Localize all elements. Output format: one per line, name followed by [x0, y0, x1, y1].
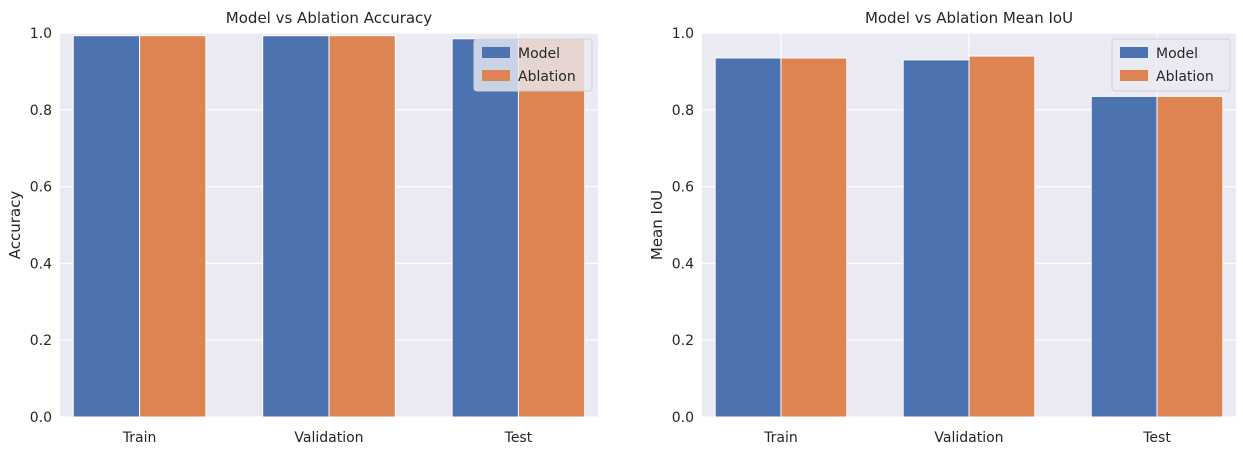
y-tick-label: 0.6 — [672, 180, 694, 196]
y-tick-label: 0.8 — [672, 103, 694, 119]
chart-panel-1: 0.0 0.2 0.4 0.6 0.8 1.0 Train Validation Test Mod… — [6, 9, 598, 446]
y-tick-label: 0.6 — [30, 180, 52, 196]
legend-swatch-ablation — [482, 70, 510, 81]
legend-label-ablation: Ablation — [1156, 69, 1214, 85]
bar-ablation-validation — [968, 55, 1036, 418]
x-tick-label: Train — [763, 430, 798, 446]
legend: Model Ablation — [1111, 38, 1231, 92]
bar-ablation-train — [780, 57, 848, 418]
x-tick-label: Test — [1142, 430, 1171, 446]
y-tick-label: 0.4 — [30, 256, 52, 272]
bar-ablation-train — [139, 35, 207, 418]
x-tick-label: Test — [504, 430, 533, 446]
y-tick-label: 0.8 — [30, 103, 52, 119]
bar-model-test — [451, 38, 519, 418]
legend-swatch-ablation — [1120, 70, 1148, 81]
bar-ablation-validation — [328, 35, 396, 418]
legend-swatch-model — [482, 47, 510, 58]
chart-title: Model vs Ablation Mean IoU — [865, 9, 1073, 27]
bar-model-validation — [902, 59, 970, 418]
y-tick-label: 0.4 — [672, 256, 694, 272]
chart-title: Model vs Ablation Accuracy — [226, 9, 433, 27]
legend-label-ablation: Ablation — [518, 69, 576, 85]
y-tick-label: 0.0 — [30, 410, 52, 426]
bar-model-test — [1090, 95, 1158, 418]
x-tick-label: Validation — [294, 430, 363, 446]
y-tick-label: 0.0 — [672, 410, 694, 426]
bar-ablation-test — [1156, 95, 1224, 418]
y-axis-label: Mean IoU — [648, 190, 666, 260]
y-axis-label: Accuracy — [6, 191, 24, 260]
bar-model-train — [714, 57, 782, 418]
y-tick-label: 1.0 — [672, 26, 694, 42]
bar-model-validation — [262, 35, 330, 418]
bar-model-train — [72, 35, 141, 418]
legend-swatch-model — [1120, 47, 1148, 58]
bar-ablation-test — [517, 38, 586, 418]
chart-panel-2: 0.0 0.2 0.4 0.6 0.8 1.0 Train Validation Test Mod… — [648, 9, 1236, 446]
legend: Model Ablation — [473, 38, 593, 92]
y-tick-label: 0.2 — [30, 333, 52, 349]
x-tick-label: Train — [122, 430, 157, 446]
legend-label-model: Model — [1156, 46, 1198, 62]
x-tick-label: Validation — [934, 430, 1003, 446]
y-tick-label: 1.0 — [30, 26, 52, 42]
legend-label-model: Model — [518, 46, 560, 62]
y-tick-label: 0.2 — [672, 333, 694, 349]
